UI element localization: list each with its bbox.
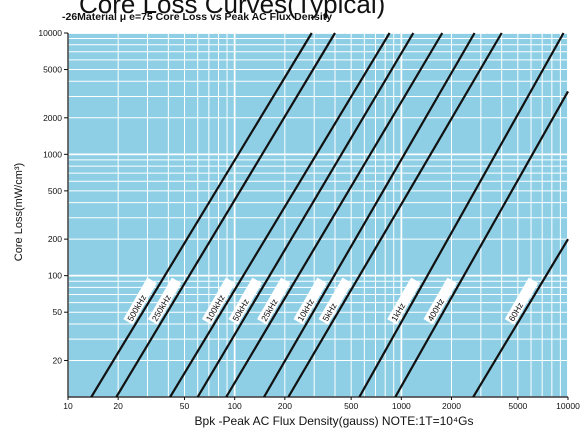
series-label-box (387, 277, 421, 325)
y-tick-label: 200 (48, 234, 62, 244)
series-line-1kHz (358, 32, 565, 398)
series-label-box (423, 277, 457, 325)
plot-area (68, 33, 568, 397)
series-label-box (504, 277, 539, 325)
x-tick-label: 100 (228, 401, 242, 411)
series-line-25kHz (225, 32, 444, 398)
y-axis-label: Core Loss(mW/cm³) (13, 163, 25, 261)
y-tick-label: 2000 (43, 113, 62, 123)
y-tick-label: 10000 (38, 28, 62, 38)
series-label-box (257, 277, 291, 325)
grid-lines (67, 32, 569, 398)
y-tick-label: 1000 (43, 149, 62, 159)
x-tick-label: 20 (113, 401, 123, 411)
x-tick-label: 200 (278, 401, 292, 411)
series-label-box (201, 277, 236, 325)
series-line-50kHz (196, 32, 415, 398)
y-tick-label: 500 (48, 186, 62, 196)
series-label-box (293, 277, 327, 325)
y-tick-label: 5000 (43, 65, 62, 75)
series-label-box (123, 277, 157, 325)
series-label-box (318, 277, 353, 325)
series-line-5kHz (287, 32, 503, 398)
series-label-box (147, 277, 182, 325)
y-tick-label: 20 (53, 355, 63, 365)
chart-subtitle: -26Material μ e=75 Core Loss vs Peak AC … (62, 11, 332, 23)
y-tick-label: 100 (48, 271, 62, 281)
y-tick-label: 50 (53, 307, 63, 317)
chart-title: Core Loss Curves(Typical) (79, 0, 385, 19)
series-line-500kHz (90, 32, 313, 398)
x-tick-label: 10 (63, 401, 73, 411)
series-label-box (228, 277, 262, 325)
series-line-10kHz (263, 32, 476, 398)
x-tick-label: 10000 (556, 401, 580, 411)
series-line-100kHz (169, 32, 391, 398)
series-line-60Hz (472, 238, 569, 398)
axes: 10 20 50 100 200 500 1000 2000 5000 10000 20 50 100 2… (38, 28, 580, 411)
x-tick-label: 50 (180, 401, 190, 411)
x-tick-label: 1000 (392, 401, 411, 411)
series-line-250kHz (115, 32, 336, 398)
x-tick-label: 5000 (508, 401, 527, 411)
x-axis-label: Bpk -Peak AC Flux Density(gauss) NOTE:1T… (195, 414, 474, 428)
x-tick-label: 500 (344, 401, 358, 411)
series-line-400Hz (394, 90, 569, 398)
x-tick-label: 2000 (442, 401, 461, 411)
series-lines (90, 32, 569, 398)
